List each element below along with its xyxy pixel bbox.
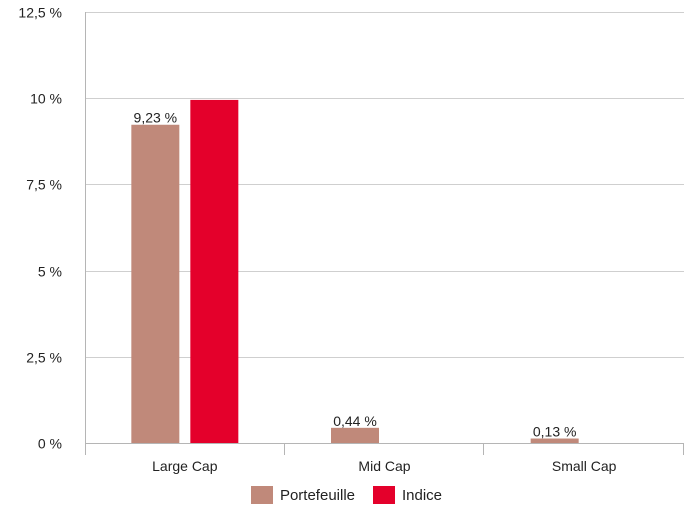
legend-label-indice: Indice — [402, 486, 443, 504]
y-tick-label: 10 % — [30, 91, 62, 107]
chart-canvas: 0 % 2,5 % 5 % 7,5 % 10 % 12,5 % 9,23 % Large Ca… — [18, 5, 684, 475]
legend-item-indice: Indice — [373, 486, 442, 504]
legend-label-portefeuille: Portefeuille — [279, 486, 355, 504]
y-tick-label: 12,5 % — [18, 5, 62, 21]
x-category-label: Large Cap — [152, 458, 218, 474]
x-category-label: Small Cap — [552, 458, 617, 474]
grid-lines — [85, 12, 684, 358]
x-category-label: Mid Cap — [358, 458, 410, 474]
bar-portefeuille — [331, 427, 379, 443]
y-tick-label: 0 % — [38, 436, 62, 452]
bar-portefeuille — [530, 438, 579, 443]
data-label: 0,13 % — [533, 424, 577, 440]
bar-portefeuille — [131, 124, 180, 443]
y-tick-label: 2,5 % — [26, 350, 62, 366]
y-tick-label: 5 % — [38, 264, 62, 280]
legend: Portefeuille Indice — [0, 486, 693, 504]
labels: 0 % 2,5 % 5 % 7,5 % 10 % 12,5 % 9,23 % Large Ca… — [18, 5, 616, 475]
data-label: 0,44 % — [333, 413, 377, 429]
bar-indice — [190, 99, 239, 443]
legend-swatch-indice — [373, 486, 395, 504]
bars — [131, 99, 579, 443]
legend-swatch-portefeuille — [250, 486, 273, 504]
data-label: 9,23 % — [134, 110, 178, 126]
axes — [85, 12, 684, 455]
y-tick-label: 7,5 % — [26, 177, 62, 193]
legend-item-portefeuille: Portefeuille — [250, 486, 355, 504]
